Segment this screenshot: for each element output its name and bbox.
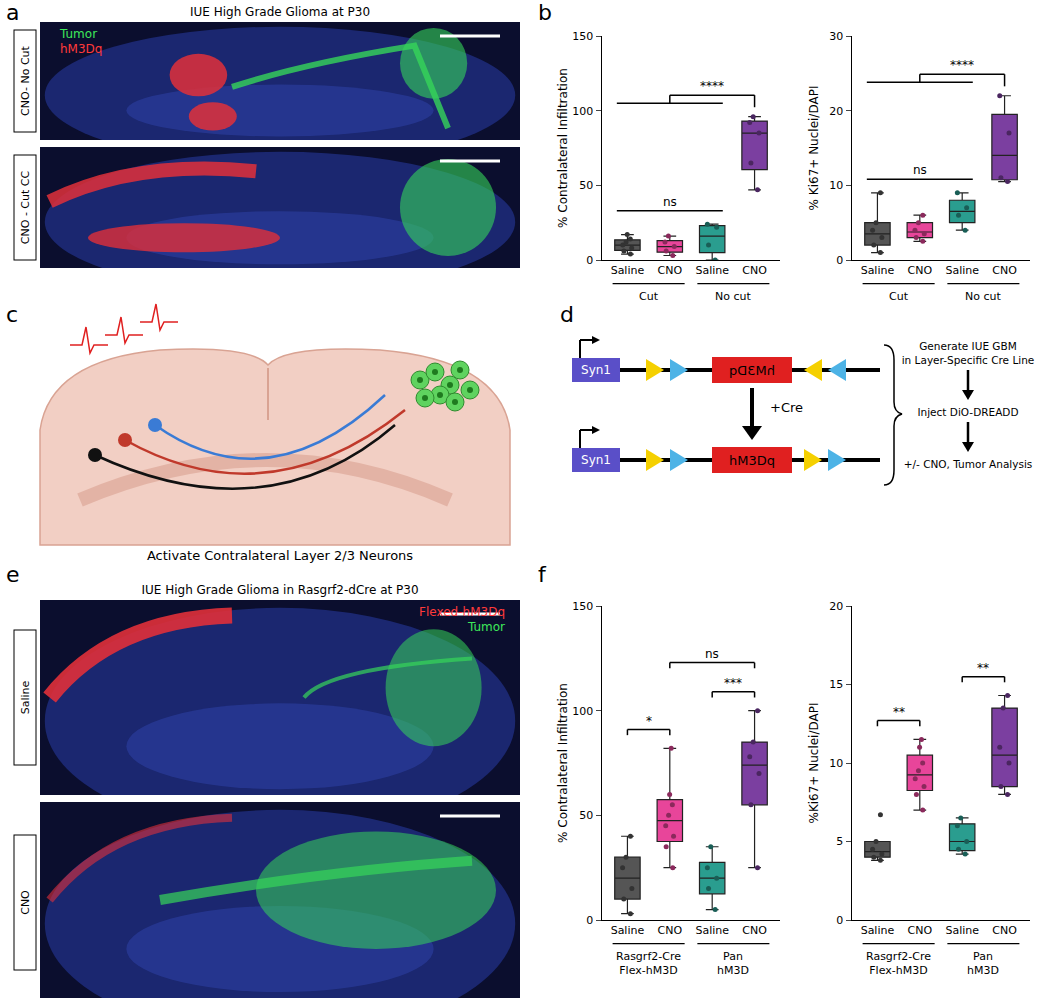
svg-text:IUE High Grade Glioma in Rasgr: IUE High Grade Glioma in Rasgrf2-dCre at…: [141, 583, 418, 597]
svg-text:No cut: No cut: [715, 290, 751, 303]
svg-text:10: 10: [829, 179, 843, 192]
svg-text:100: 100: [572, 105, 593, 118]
svg-text:****: ****: [700, 79, 724, 93]
svg-text:d: d: [560, 302, 574, 327]
svg-text:f: f: [538, 562, 547, 587]
svg-text:50: 50: [579, 809, 593, 822]
svg-text:e: e: [6, 562, 20, 587]
svg-text:30: 30: [829, 30, 843, 43]
svg-text:0: 0: [586, 914, 593, 927]
svg-text:20: 20: [829, 105, 843, 118]
svg-text:CNO: CNO: [742, 924, 767, 937]
svg-text:Syn1: Syn1: [581, 363, 611, 377]
svg-text:Saline: Saline: [19, 680, 32, 714]
svg-text:10: 10: [829, 757, 843, 770]
svg-text:Tumor: Tumor: [467, 620, 505, 634]
svg-text:Saline: Saline: [945, 264, 979, 277]
svg-text:CNO: CNO: [908, 264, 933, 277]
svg-text:20: 20: [829, 600, 843, 613]
svg-text:c: c: [6, 302, 18, 327]
svg-text:150: 150: [572, 30, 593, 43]
svg-text:% Contralateral Infiltration: % Contralateral Infiltration: [556, 68, 570, 228]
svg-text:hM3Dq: hM3Dq: [60, 42, 102, 56]
svg-text:Rasgrf2-CreFlex-hM3D: Rasgrf2-CreFlex-hM3D: [866, 950, 931, 977]
svg-text:CNO- No Cut: CNO- No Cut: [19, 45, 32, 115]
svg-text:***: ***: [724, 676, 742, 690]
svg-text:100: 100: [572, 705, 593, 718]
svg-text:CNO: CNO: [908, 924, 933, 937]
svg-text:*: *: [646, 714, 652, 728]
svg-text:PanhM3D: PanhM3D: [967, 950, 999, 977]
svg-text:No cut: No cut: [965, 290, 1001, 303]
svg-text:ns: ns: [913, 163, 927, 177]
svg-text:Cut: Cut: [889, 290, 909, 303]
svg-text:in Layer-Specific Cre Line: in Layer-Specific Cre Line: [902, 354, 1035, 366]
svg-text:0: 0: [836, 914, 843, 927]
svg-text:Saline: Saline: [611, 264, 645, 277]
svg-text:IUE High Grade Glioma at P30: IUE High Grade Glioma at P30: [190, 5, 370, 19]
svg-text:**: **: [977, 661, 989, 675]
svg-text:Saline: Saline: [695, 264, 729, 277]
svg-text:**: **: [893, 705, 905, 719]
svg-text:Saline: Saline: [861, 924, 895, 937]
svg-text:ns: ns: [705, 647, 719, 661]
svg-text:****: ****: [950, 58, 974, 72]
svg-text:Saline: Saline: [945, 924, 979, 937]
svg-text:CNO: CNO: [19, 890, 32, 915]
svg-text:0: 0: [586, 254, 593, 267]
svg-text:Generate IUE GBM: Generate IUE GBM: [919, 340, 1017, 352]
svg-text:ns: ns: [663, 195, 677, 209]
svg-text:%Ki67+ Nuclei/DAPI: %Ki67+ Nuclei/DAPI: [807, 702, 821, 823]
svg-text:50: 50: [579, 179, 593, 192]
svg-text:% Ki67+ Nuclei/DAPI: % Ki67+ Nuclei/DAPI: [807, 86, 821, 211]
svg-text:Cut: Cut: [639, 290, 659, 303]
svg-text:CNO: CNO: [992, 264, 1017, 277]
svg-text:CNO: CNO: [658, 264, 683, 277]
svg-text:CNO: CNO: [658, 924, 683, 937]
svg-text:+Cre: +Cre: [770, 400, 803, 415]
svg-text:15: 15: [829, 678, 843, 691]
svg-text:a: a: [6, 0, 19, 25]
svg-text:CNO: CNO: [742, 264, 767, 277]
svg-text:150: 150: [572, 600, 593, 613]
svg-text:0: 0: [836, 254, 843, 267]
svg-text:Flexed-hM3Dq: Flexed-hM3Dq: [419, 605, 505, 619]
svg-text:Saline: Saline: [611, 924, 645, 937]
svg-text:Syn1: Syn1: [581, 453, 611, 467]
svg-text:CNO: CNO: [992, 924, 1017, 937]
svg-text:5: 5: [836, 835, 843, 848]
svg-text:Tumor: Tumor: [59, 27, 97, 41]
svg-text:b: b: [538, 0, 552, 25]
svg-text:Activate Contralateral Layer 2: Activate Contralateral Layer 2/3 Neurons: [147, 548, 413, 563]
svg-text:Saline: Saline: [695, 924, 729, 937]
svg-text:hM3Dq: hM3Dq: [729, 363, 775, 378]
svg-text:% Contralateral Infiltration: % Contralateral Infiltration: [556, 683, 570, 843]
svg-text:Inject DiO-DREADD: Inject DiO-DREADD: [917, 406, 1018, 418]
svg-text:Saline: Saline: [861, 264, 895, 277]
svg-text:hM3Dq: hM3Dq: [729, 453, 775, 468]
svg-text:Rasgrf2-CreFlex-hM3D: Rasgrf2-CreFlex-hM3D: [616, 950, 681, 977]
svg-text:PanhM3D: PanhM3D: [717, 950, 749, 977]
svg-text:+/- CNO, Tumor Analysis: +/- CNO, Tumor Analysis: [904, 458, 1033, 470]
svg-text:CNO - Cut CC: CNO - Cut CC: [19, 171, 32, 245]
